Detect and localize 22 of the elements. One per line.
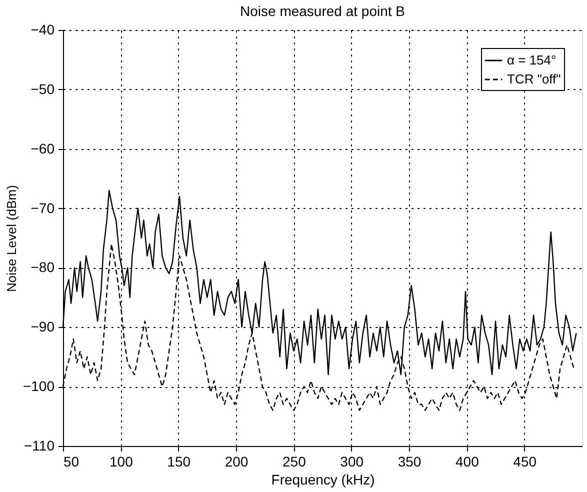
legend-label: α = 154° xyxy=(507,52,556,68)
x-tick-label: 400 xyxy=(455,454,480,470)
y-tick-label: −50 xyxy=(30,80,55,97)
legend-label: TCR "off" xyxy=(507,72,562,86)
y-tick-label: −40 xyxy=(30,22,55,38)
y-tick-label: −110 xyxy=(24,438,55,454)
x-tick-label: 100 xyxy=(109,454,134,470)
y-tick-label: −70 xyxy=(30,200,55,216)
x-tick-label: 250 xyxy=(282,454,306,470)
y-tick-label: −80 xyxy=(30,259,55,276)
x-tick-label: 150 xyxy=(167,454,191,470)
x-tick-label: 300 xyxy=(340,454,364,470)
y-tick-label: −90 xyxy=(30,318,55,335)
x-axis-title: Frequency (kHz) xyxy=(271,472,375,488)
y-tick-label: −60 xyxy=(30,140,55,156)
chart-title: Noise measured at point B xyxy=(240,3,405,19)
x-tick-label: 50 xyxy=(64,454,80,470)
x-tick-label: 450 xyxy=(513,454,537,470)
y-axis-title: Noise Level (dBm) xyxy=(4,185,19,292)
x-tick-label: 200 xyxy=(224,454,248,470)
y-tick-label: −100 xyxy=(22,378,55,394)
x-tick-label: 350 xyxy=(398,454,422,470)
